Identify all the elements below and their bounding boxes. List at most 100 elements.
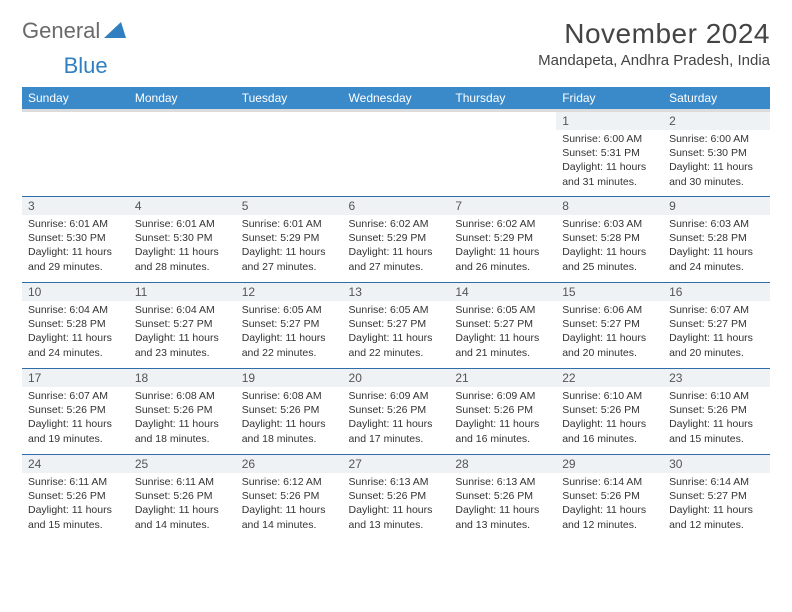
day-number: 12	[236, 283, 343, 301]
day-number: 18	[129, 369, 236, 387]
day-header: Tuesday	[236, 87, 343, 111]
sunset-text: Sunset: 5:28 PM	[669, 231, 764, 245]
title-block: November 2024 Mandapeta, Andhra Pradesh,…	[538, 18, 770, 69]
day-info: Sunrise: 6:07 AMSunset: 5:27 PMDaylight:…	[669, 303, 764, 360]
day-number: 29	[556, 455, 663, 473]
sunset-text: Sunset: 5:26 PM	[349, 403, 444, 417]
sunset-text: Sunset: 5:28 PM	[562, 231, 657, 245]
sunrise-text: Sunrise: 6:07 AM	[669, 303, 764, 317]
day-info: Sunrise: 6:01 AMSunset: 5:30 PMDaylight:…	[135, 217, 230, 274]
calendar-day-cell: 14Sunrise: 6:05 AMSunset: 5:27 PMDayligh…	[449, 283, 556, 369]
day-info: Sunrise: 6:00 AMSunset: 5:31 PMDaylight:…	[562, 132, 657, 189]
daylight-text: Daylight: 11 hours and 20 minutes.	[562, 331, 657, 359]
day-number: 27	[343, 455, 450, 473]
sunrise-text: Sunrise: 6:02 AM	[349, 217, 444, 231]
day-info: Sunrise: 6:13 AMSunset: 5:26 PMDaylight:…	[455, 475, 550, 532]
day-number: 15	[556, 283, 663, 301]
day-number: 24	[22, 455, 129, 473]
daylight-text: Daylight: 11 hours and 23 minutes.	[135, 331, 230, 359]
sunrise-text: Sunrise: 6:06 AM	[562, 303, 657, 317]
sunrise-text: Sunrise: 6:05 AM	[349, 303, 444, 317]
daylight-text: Daylight: 11 hours and 15 minutes.	[28, 503, 123, 531]
sunset-text: Sunset: 5:27 PM	[669, 317, 764, 331]
sunrise-text: Sunrise: 6:05 AM	[242, 303, 337, 317]
day-header: Monday	[129, 87, 236, 111]
day-info: Sunrise: 6:01 AMSunset: 5:29 PMDaylight:…	[242, 217, 337, 274]
daylight-text: Daylight: 11 hours and 16 minutes.	[562, 417, 657, 445]
calendar-day-cell: 19Sunrise: 6:08 AMSunset: 5:26 PMDayligh…	[236, 369, 343, 455]
day-number: 25	[129, 455, 236, 473]
calendar-day-cell: 10Sunrise: 6:04 AMSunset: 5:28 PMDayligh…	[22, 283, 129, 369]
calendar-day-cell: 8 Sunrise: 6:03 AMSunset: 5:28 PMDaylight…	[556, 197, 663, 283]
day-number: 17	[22, 369, 129, 387]
day-info: Sunrise: 6:11 AMSunset: 5:26 PMDaylight:…	[28, 475, 123, 532]
day-info: Sunrise: 6:10 AMSunset: 5:26 PMDaylight:…	[669, 389, 764, 446]
sunrise-text: Sunrise: 6:09 AM	[455, 389, 550, 403]
sunrise-text: Sunrise: 6:14 AM	[669, 475, 764, 489]
day-info: Sunrise: 6:07 AMSunset: 5:26 PMDaylight:…	[28, 389, 123, 446]
day-number: 1	[556, 112, 663, 130]
sunrise-text: Sunrise: 6:11 AM	[135, 475, 230, 489]
calendar-day-cell: 16 Sunrise: 6:07 AMSunset: 5:27 PMDayligh…	[663, 283, 770, 369]
sunset-text: Sunset: 5:27 PM	[349, 317, 444, 331]
day-number: 16	[663, 283, 770, 301]
day-number: 14	[449, 283, 556, 301]
calendar-week-row: 1 Sunrise: 6:00 AMSunset: 5:31 PMDaylight…	[22, 111, 770, 197]
calendar-day-cell: 25Sunrise: 6:11 AMSunset: 5:26 PMDayligh…	[129, 455, 236, 541]
day-info: Sunrise: 6:03 AMSunset: 5:28 PMDaylight:…	[562, 217, 657, 274]
day-info: Sunrise: 6:04 AMSunset: 5:27 PMDaylight:…	[135, 303, 230, 360]
daylight-text: Daylight: 11 hours and 18 minutes.	[135, 417, 230, 445]
day-number: 9	[663, 197, 770, 215]
calendar-day-cell: 29Sunrise: 6:14 AMSunset: 5:26 PMDayligh…	[556, 455, 663, 541]
calendar-day-cell: 17 Sunrise: 6:07 AMSunset: 5:26 PMDayligh…	[22, 369, 129, 455]
sunrise-text: Sunrise: 6:01 AM	[135, 217, 230, 231]
sunset-text: Sunset: 5:26 PM	[455, 489, 550, 503]
day-info: Sunrise: 6:01 AMSunset: 5:30 PMDaylight:…	[28, 217, 123, 274]
calendar-day-cell	[129, 111, 236, 197]
calendar-day-cell: 23Sunrise: 6:10 AMSunset: 5:26 PMDayligh…	[663, 369, 770, 455]
logo-text-general: General	[22, 18, 100, 44]
sunset-text: Sunset: 5:26 PM	[242, 489, 337, 503]
day-number: 5	[236, 197, 343, 215]
calendar-day-cell: 21Sunrise: 6:09 AMSunset: 5:26 PMDayligh…	[449, 369, 556, 455]
calendar-day-cell: 11Sunrise: 6:04 AMSunset: 5:27 PMDayligh…	[129, 283, 236, 369]
calendar-day-cell: 3Sunrise: 6:01 AMSunset: 5:30 PMDaylight…	[22, 197, 129, 283]
day-header: Wednesday	[343, 87, 450, 111]
calendar-day-cell: 12Sunrise: 6:05 AMSunset: 5:27 PMDayligh…	[236, 283, 343, 369]
sunrise-text: Sunrise: 6:10 AM	[562, 389, 657, 403]
daylight-text: Daylight: 11 hours and 29 minutes.	[28, 245, 123, 273]
day-info: Sunrise: 6:08 AMSunset: 5:26 PMDaylight:…	[135, 389, 230, 446]
sunset-text: Sunset: 5:30 PM	[28, 231, 123, 245]
day-number: 20	[343, 369, 450, 387]
sunset-text: Sunset: 5:31 PM	[562, 146, 657, 160]
calendar-day-cell: 18 Sunrise: 6:08 AMSunset: 5:26 PMDayligh…	[129, 369, 236, 455]
calendar-day-cell: 9Sunrise: 6:03 AMSunset: 5:28 PMDaylight…	[663, 197, 770, 283]
calendar-week-row: 24Sunrise: 6:11 AMSunset: 5:26 PMDayligh…	[22, 455, 770, 541]
calendar-day-cell: 26Sunrise: 6:12 AMSunset: 5:26 PMDayligh…	[236, 455, 343, 541]
sunset-text: Sunset: 5:28 PM	[28, 317, 123, 331]
day-header: Saturday	[663, 87, 770, 111]
sunrise-text: Sunrise: 6:02 AM	[455, 217, 550, 231]
sunset-text: Sunset: 5:27 PM	[135, 317, 230, 331]
sunrise-text: Sunrise: 6:07 AM	[28, 389, 123, 403]
day-number: 2	[663, 112, 770, 130]
day-header-row: SundayMondayTuesdayWednesdayThursdayFrid…	[22, 87, 770, 111]
calendar-day-cell: 27Sunrise: 6:13 AMSunset: 5:26 PMDayligh…	[343, 455, 450, 541]
daylight-text: Daylight: 11 hours and 22 minutes.	[242, 331, 337, 359]
day-number: 10	[22, 283, 129, 301]
daylight-text: Daylight: 11 hours and 14 minutes.	[242, 503, 337, 531]
calendar-thead: SundayMondayTuesdayWednesdayThursdayFrid…	[22, 87, 770, 111]
sunrise-text: Sunrise: 6:03 AM	[562, 217, 657, 231]
day-number: 8	[556, 197, 663, 215]
daylight-text: Daylight: 11 hours and 30 minutes.	[669, 160, 764, 188]
sunset-text: Sunset: 5:27 PM	[562, 317, 657, 331]
sunset-text: Sunset: 5:30 PM	[669, 146, 764, 160]
daylight-text: Daylight: 11 hours and 24 minutes.	[28, 331, 123, 359]
calendar-day-cell: 22Sunrise: 6:10 AMSunset: 5:26 PMDayligh…	[556, 369, 663, 455]
calendar-day-cell	[22, 111, 129, 197]
calendar-day-cell: 2Sunrise: 6:00 AMSunset: 5:30 PMDaylight…	[663, 111, 770, 197]
day-info: Sunrise: 6:09 AMSunset: 5:26 PMDaylight:…	[455, 389, 550, 446]
day-info: Sunrise: 6:02 AMSunset: 5:29 PMDaylight:…	[349, 217, 444, 274]
daylight-text: Daylight: 11 hours and 12 minutes.	[562, 503, 657, 531]
sunset-text: Sunset: 5:29 PM	[349, 231, 444, 245]
